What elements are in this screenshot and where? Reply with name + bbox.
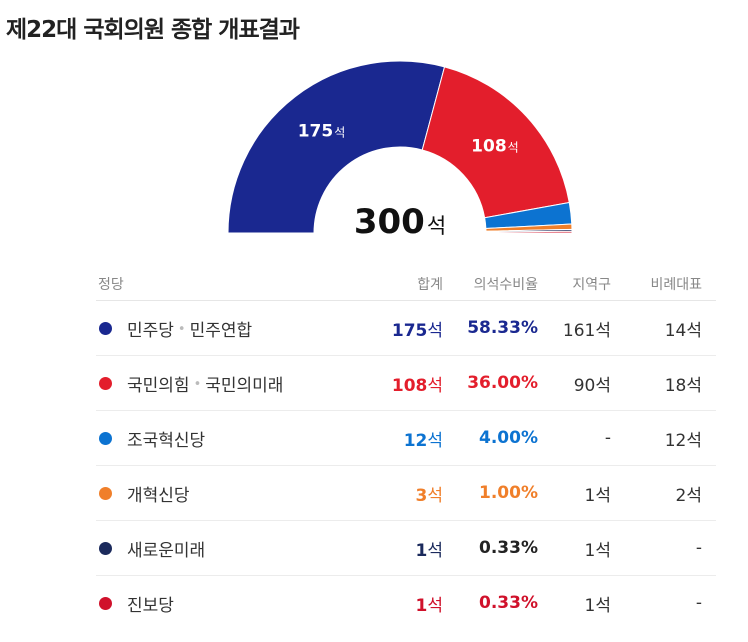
header-proportional: 비례대표: [611, 268, 716, 301]
proportional-seats: 18석: [611, 355, 716, 411]
party-name: 조국혁신당: [127, 430, 206, 451]
ratio-cell: 1.00%: [443, 465, 538, 521]
total-cell: 108석: [363, 355, 443, 411]
total-seats-unit: 석: [427, 214, 446, 238]
total-unit: 석: [427, 540, 443, 561]
seat-segment-6: [485, 230, 573, 234]
seat-ratio: 1.00%: [479, 483, 538, 503]
party-cell: 조국혁신당: [96, 410, 363, 466]
table-row: 민주당 • 민주연합 175석 58.33% 161석 14석: [96, 300, 716, 356]
segment-label-value: 175: [298, 122, 334, 142]
party-color-dot: [99, 541, 112, 555]
segment-label: 175석: [298, 122, 346, 142]
party-color-dot: [99, 321, 112, 335]
seat-segment-1: [227, 60, 446, 234]
segment-label-value: 108: [471, 137, 507, 157]
seat-ratio: 0.33%: [479, 538, 538, 558]
party-cell: 새로운미래: [96, 520, 363, 576]
party-color-dot: [99, 376, 112, 390]
total-cell: 12석: [363, 410, 443, 466]
ratio-cell: 58.33%: [443, 300, 538, 356]
table-row: 진보당 1석 0.33% 1석 -: [96, 576, 716, 631]
total-seats: 12: [403, 430, 428, 451]
table-row: 개혁신당 3석 1.00% 1석 2석: [96, 465, 716, 521]
results-table: 정당 합계 의석수비율 지역구 비례대표 민주당 • 민주연합 175석 58.33% 1…: [96, 268, 716, 630]
proportional-seats: 2석: [611, 465, 716, 521]
party-separator: •: [177, 322, 186, 337]
seat-segment-2: [421, 66, 570, 219]
table-header-row: 정당 합계 의석수비율 지역구 비례대표: [96, 268, 716, 301]
seat-ratio: 58.33%: [467, 318, 538, 338]
total-unit: 석: [427, 375, 443, 396]
total-seats-label: 300석: [354, 202, 446, 242]
proportional-seats: -: [695, 593, 702, 613]
party-cell: 국민의힘 • 국민의미래: [96, 355, 363, 411]
party-cell: 진보당: [96, 576, 363, 631]
ratio-cell: 0.33%: [443, 520, 538, 576]
party-name-alt: 국민의미래: [205, 375, 284, 396]
party-name: 민주당: [127, 320, 174, 341]
total-seats: 3: [415, 485, 428, 506]
seat-ratio: 4.00%: [479, 428, 538, 448]
ratio-cell: 0.33%: [443, 576, 538, 631]
header-party: 정당: [96, 268, 363, 301]
table-row: 조국혁신당 12석 4.00% -12석: [96, 410, 716, 466]
total-seats: 1: [415, 595, 428, 616]
party-name: 새로운미래: [127, 540, 206, 561]
ratio-cell: 4.00%: [443, 410, 538, 466]
total-cell: 3석: [363, 465, 443, 521]
total-seats-value: 300: [354, 202, 425, 242]
proportional-seats: 14석: [611, 300, 716, 356]
seat-chart: 175석 108석 300석: [0, 0, 748, 260]
proportional-seats: -: [611, 520, 716, 576]
party-name: 개혁신당: [127, 485, 190, 506]
ratio-cell: 36.00%: [443, 355, 538, 411]
seat-ratio: 36.00%: [467, 373, 538, 393]
table-row: 새로운미래 1석 0.33% 1석 -: [96, 520, 716, 576]
header-total: 합계: [363, 268, 443, 301]
party-name-alt: 민주연합: [189, 320, 253, 341]
party-cell: 개혁신당: [96, 465, 363, 521]
district-seats: 161석: [538, 300, 611, 356]
proportional-seats: 12석: [611, 410, 716, 466]
district-seats: 1석: [538, 520, 611, 576]
party-cell: 민주당 • 민주연합: [96, 300, 363, 356]
total-cell: 1석: [363, 576, 443, 631]
party-name: 진보당: [127, 595, 174, 616]
district-seats: 90석: [538, 355, 611, 411]
segment-label: 108석: [471, 137, 519, 157]
segment-label-unit: 석: [334, 126, 345, 140]
total-unit: 석: [427, 595, 443, 616]
party-name: 국민의힘: [127, 375, 190, 396]
seat-ratio: 0.33%: [479, 593, 538, 613]
total-cell: 175석: [363, 300, 443, 356]
total-seats: 1: [415, 540, 428, 561]
total-unit: 석: [427, 485, 443, 506]
total-cell: 1석: [363, 520, 443, 576]
total-unit: 석: [427, 430, 443, 451]
total-seats: 175: [391, 320, 428, 341]
total-unit: 석: [427, 320, 443, 341]
district-seats: 1석: [584, 595, 611, 616]
page-title: 제22대 국회의원 종합 개표결과: [6, 17, 300, 43]
district-seats: 1석: [538, 465, 611, 521]
party-separator: •: [193, 377, 202, 392]
table-row: 국민의힘 • 국민의미래 108석 36.00% 90석 18석: [96, 355, 716, 411]
party-color-dot: [99, 596, 112, 610]
party-color-dot: [99, 486, 112, 500]
district-seats: -: [538, 410, 611, 466]
party-color-dot: [99, 431, 112, 445]
segment-label-unit: 석: [508, 141, 519, 155]
header-ratio: 의석수비율: [443, 268, 538, 301]
total-seats: 108: [391, 375, 428, 396]
header-district: 지역구: [538, 268, 611, 301]
